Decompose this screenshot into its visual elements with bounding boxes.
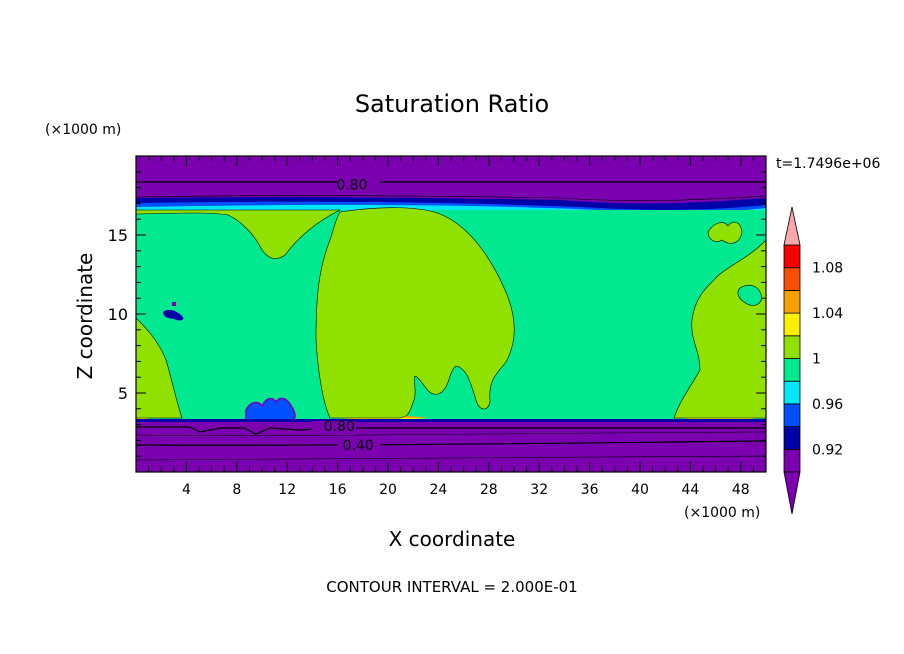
colorbar-tick-label: 1.04 — [812, 306, 843, 322]
contour-labels: 0.80 0.80 0.40 — [324, 177, 374, 454]
x-tick-label: 32 — [530, 482, 548, 498]
contour-upper-minor — [136, 195, 766, 201]
x-tick-label: 16 — [329, 482, 347, 498]
contour-label: 0.80 — [324, 419, 355, 435]
colorbar-swatch — [783, 448, 801, 473]
supersat-left-column — [136, 317, 183, 419]
colorbar-swatch — [783, 244, 801, 269]
supersat-right-region — [673, 239, 766, 419]
x-tick-label: 8 — [232, 482, 241, 498]
dry-patch-left — [163, 309, 184, 321]
x-tick-label: 20 — [379, 482, 397, 498]
colorbar-swatch — [783, 380, 801, 405]
x-tick-label: 12 — [278, 482, 296, 498]
y-units-label: (×1000 m) — [45, 122, 121, 138]
contour-lower-minor — [136, 431, 766, 436]
colorbar-over-arrow — [783, 206, 801, 246]
dry-patch-turbulent — [245, 397, 296, 421]
colorbar-under-arrow — [783, 471, 801, 515]
supersat-central-dome — [315, 207, 515, 419]
y-tick-label: 10 — [108, 305, 128, 324]
colorbar-swatch — [783, 335, 801, 359]
colorbar-tick-label: 1.08 — [812, 261, 843, 277]
contour-lower-040 — [136, 440, 766, 446]
x-tick-label: 36 — [581, 482, 599, 498]
colorbar-tick-label: 1 — [812, 352, 821, 368]
x-tick-label: 44 — [681, 482, 699, 498]
colorbar-swatch — [783, 267, 801, 291]
x-axis-label: X coordinate — [389, 527, 516, 551]
contour-lower-minor-2 — [136, 455, 766, 461]
x-tick-label: 28 — [480, 482, 498, 498]
x-units-label: (×1000 m) — [684, 505, 760, 521]
lower-blue-edge — [136, 419, 766, 422]
colorbar-swatch — [783, 312, 801, 337]
colorbar-tick-label: 0.96 — [812, 397, 843, 413]
y-tick-label: 15 — [108, 226, 128, 245]
field-shading — [136, 156, 766, 472]
colorbar-swatch — [783, 426, 801, 450]
supersat-left-upper — [136, 209, 341, 259]
x-tick-label: 40 — [631, 482, 649, 498]
y-axis-label: Z coordinate — [73, 253, 97, 380]
colorbar-swatch — [783, 403, 801, 427]
chart-title: Saturation Ratio — [355, 90, 549, 118]
contour-label: 0.40 — [343, 438, 374, 454]
x-tick-label: 4 — [182, 482, 191, 498]
colorbar-swatch — [783, 358, 801, 382]
supersat-right-top — [707, 221, 743, 244]
colorbar-swatch — [783, 289, 801, 314]
y-tick-label: 5 — [118, 384, 128, 403]
time-label: t=1.7496e+06 — [776, 156, 880, 172]
colorbar-tick-label: 0.92 — [812, 442, 843, 458]
colorbar: 0.92 0.96 1 1.04 1.08 — [783, 206, 843, 515]
x-tick-label: 48 — [732, 482, 750, 498]
contour-interval-footer: CONTOUR INTERVAL = 2.000E-01 — [326, 578, 577, 596]
x-tick-label: 24 — [429, 482, 447, 498]
dry-patch-left-small — [172, 302, 176, 306]
supersat-right-blob — [737, 285, 763, 306]
contour-label-masks — [312, 174, 380, 451]
contour-label: 0.80 — [336, 177, 367, 193]
